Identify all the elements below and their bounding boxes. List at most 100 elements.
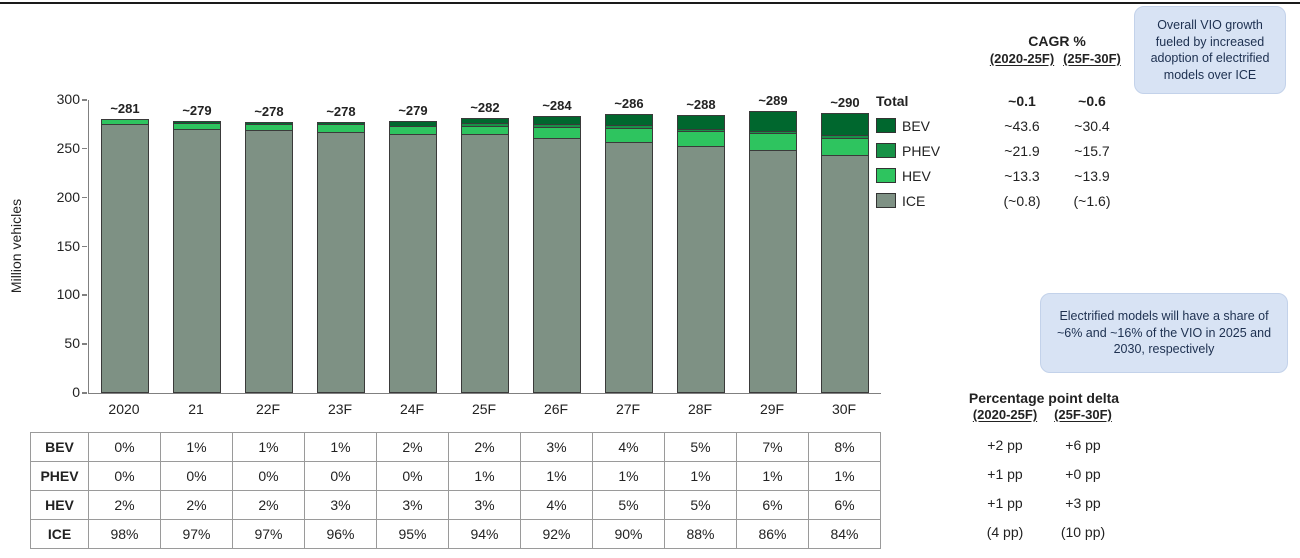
top-divider-line bbox=[0, 2, 1300, 4]
cagr-title: CAGR % bbox=[1028, 33, 1086, 49]
bar-segment-bev bbox=[677, 114, 725, 129]
bar-segment-hev bbox=[245, 124, 293, 130]
cagr-value: ~15.7 bbox=[1074, 142, 1110, 159]
bar-segment-bev bbox=[533, 115, 581, 124]
stacked-bar bbox=[605, 113, 653, 393]
share-cell: 0% bbox=[161, 462, 233, 491]
bar-segment-phev bbox=[533, 123, 581, 127]
share-cell: 1% bbox=[233, 433, 305, 462]
y-axis-tick-label: 300 bbox=[56, 91, 80, 107]
share-cell: 92% bbox=[521, 520, 593, 549]
share-cell: 97% bbox=[161, 520, 233, 549]
y-axis-tick-label: 150 bbox=[56, 237, 80, 254]
y-axis-title: Million vehicles bbox=[8, 198, 24, 294]
delta-col-header-1: (2020-25F) bbox=[972, 407, 1038, 422]
cagr-rows: Total ~0.1 ~0.6 BEV ~43.6 ~30.4 PHEV ~21.9 ~15.7… bbox=[876, 88, 1127, 213]
delta-value: +0 pp bbox=[1065, 465, 1101, 482]
share-row-header: HEV bbox=[31, 491, 89, 520]
delta-row: +2 pp +6 pp bbox=[966, 430, 1122, 459]
cagr-column-headers: (2020-25F) (25F-30F) bbox=[987, 51, 1127, 66]
x-axis-label: 29F bbox=[759, 401, 785, 417]
bar-segment-phev bbox=[605, 124, 653, 128]
bar-segment-hev bbox=[749, 133, 797, 151]
delta-row: +1 pp +3 pp bbox=[966, 488, 1122, 517]
share-cell: 0% bbox=[89, 433, 161, 462]
bar-segment-ice bbox=[821, 155, 869, 393]
legend-label: HEV bbox=[902, 167, 931, 184]
share-cell: 5% bbox=[665, 433, 737, 462]
share-cell: 2% bbox=[161, 491, 233, 520]
share-cell: 84% bbox=[809, 520, 881, 549]
y-axis-tick-label: 0 bbox=[72, 384, 80, 400]
legend-swatch-bev bbox=[876, 118, 896, 133]
share-cell: 1% bbox=[305, 433, 377, 462]
bar-segment-bev bbox=[605, 113, 653, 125]
cagr-col-header-2: (25F-30F) bbox=[1063, 51, 1121, 66]
share-cell: 1% bbox=[449, 462, 521, 491]
delta-value: +3 pp bbox=[1065, 494, 1101, 511]
bar-segment-hev bbox=[461, 125, 509, 135]
share-cell: 3% bbox=[449, 491, 521, 520]
delta-value: (4 pp) bbox=[986, 523, 1024, 540]
share-cell: 90% bbox=[593, 520, 665, 549]
callout-electrified-share: Electrified models will have a share of … bbox=[1040, 293, 1288, 373]
bar-segment-hev bbox=[173, 123, 221, 129]
share-cell: 1% bbox=[161, 433, 233, 462]
cagr-value: ~30.4 bbox=[1074, 117, 1110, 134]
share-table: BEV 0% 1% 1% 1% 2% 2% 3% 4% 5% 7% 8% PHEV 0% 0% 0% 0% 0% 1… bbox=[30, 432, 881, 549]
stacked-bar bbox=[821, 112, 869, 393]
bar-column: ~288 bbox=[665, 97, 737, 393]
delta-col-header-2: (25F-30F) bbox=[1054, 407, 1112, 422]
y-axis-tick-label: 100 bbox=[56, 286, 80, 303]
share-cell: 1% bbox=[593, 462, 665, 491]
stacked-bar bbox=[749, 110, 797, 393]
stacked-bar bbox=[317, 121, 365, 393]
bar-total-label: ~289 bbox=[758, 92, 788, 108]
share-cell: 2% bbox=[377, 433, 449, 462]
bar-segment-phev bbox=[461, 123, 509, 126]
share-cell: 88% bbox=[665, 520, 737, 549]
share-cell: 0% bbox=[89, 462, 161, 491]
y-axis-tick bbox=[82, 99, 87, 101]
share-cell: 4% bbox=[593, 433, 665, 462]
share-cell: 6% bbox=[737, 491, 809, 520]
x-axis-label: 30F bbox=[831, 401, 857, 417]
share-row-header: PHEV bbox=[31, 462, 89, 491]
share-cell: 2% bbox=[233, 491, 305, 520]
bar-segment-bev bbox=[173, 120, 221, 124]
delta-panel: Percentage point delta (2020-25F) (25F-3… bbox=[920, 390, 1168, 546]
bar-segment-ice bbox=[101, 124, 149, 393]
bar-segment-hev bbox=[821, 138, 869, 156]
delta-row: (4 pp) (10 pp) bbox=[966, 517, 1122, 546]
share-cell: 3% bbox=[521, 433, 593, 462]
share-cell: 98% bbox=[89, 520, 161, 549]
share-cell: 3% bbox=[377, 491, 449, 520]
legend-swatch-phev bbox=[876, 143, 896, 158]
cagr-value: ~43.6 bbox=[1004, 117, 1040, 134]
legend-label: ICE bbox=[902, 192, 926, 209]
cagr-col-header-1: (2020-25F) bbox=[989, 51, 1055, 66]
x-axis-label: 22F bbox=[255, 401, 281, 417]
delta-title: Percentage point delta bbox=[968, 390, 1120, 406]
cagr-value: ~13.3 bbox=[1004, 167, 1040, 184]
share-cell: 3% bbox=[305, 491, 377, 520]
share-cell: 6% bbox=[809, 491, 881, 520]
bar-segment-hev bbox=[389, 125, 437, 135]
delta-row: +1 pp +0 pp bbox=[966, 459, 1122, 488]
legend-item: ICE bbox=[876, 193, 987, 209]
share-cell: 0% bbox=[377, 462, 449, 491]
bar-column: ~286 bbox=[593, 96, 665, 393]
cagr-row: HEV ~13.3 ~13.9 bbox=[876, 163, 1127, 188]
legend-item: PHEV bbox=[876, 143, 987, 159]
share-cell: 1% bbox=[665, 462, 737, 491]
legend-label: BEV bbox=[902, 117, 931, 134]
y-axis-tick-label: 200 bbox=[56, 188, 80, 205]
share-cell: 0% bbox=[305, 462, 377, 491]
bar-segment-bev bbox=[245, 121, 293, 125]
share-cell: 86% bbox=[737, 520, 809, 549]
delta-value: +2 pp bbox=[987, 436, 1023, 453]
legend-item: BEV bbox=[876, 118, 987, 134]
stacked-bar bbox=[389, 120, 437, 393]
bar-segment-ice bbox=[677, 145, 725, 393]
